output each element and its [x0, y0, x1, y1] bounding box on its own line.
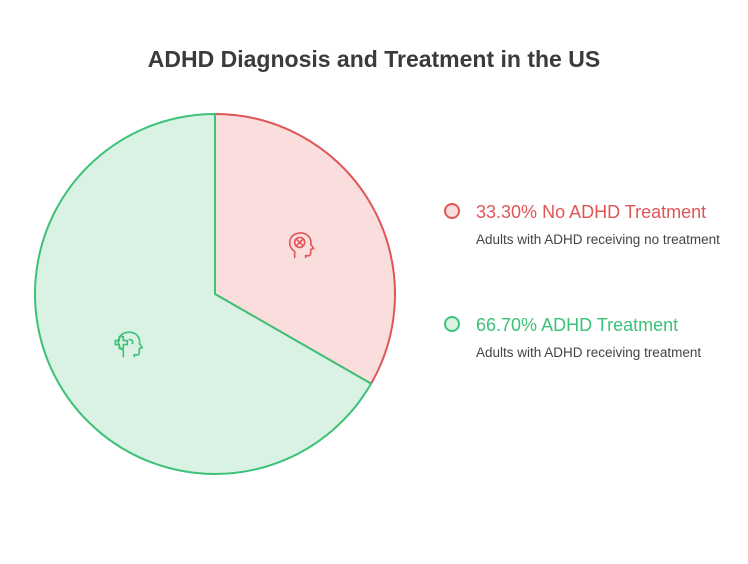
pie-slice-no-treatment [214, 113, 396, 385]
pie-slice-treatment [34, 113, 373, 475]
legend-label-treatment: 66.70% ADHD Treatment [476, 313, 724, 337]
legend-swatch-no-treatment [444, 203, 460, 219]
legend-description: Adults with ADHD receiving treatment [476, 345, 702, 360]
legend-item-treatment: 66.70% ADHD Treatment Adults with ADHD r… [444, 313, 724, 362]
legend-percent: 33.30% [476, 202, 538, 222]
head-cross-icon [288, 232, 315, 259]
legend-name: No ADHD Treatment [542, 202, 707, 222]
legend-label-no-treatment: 33.30% No ADHD Treatment [476, 200, 724, 224]
head-plus-icon [114, 331, 144, 358]
legend-swatch-treatment [444, 316, 460, 332]
legend-item-no-treatment: 33.30% No ADHD Treatment Adults with ADH… [444, 200, 724, 249]
legend-percent: 66.70% [476, 315, 538, 335]
legend-name: ADHD Treatment [541, 315, 679, 335]
chart-title: ADHD Diagnosis and Treatment in the US [147, 46, 601, 72]
legend-description: Adults with ADHD receiving no treatment [476, 232, 720, 247]
